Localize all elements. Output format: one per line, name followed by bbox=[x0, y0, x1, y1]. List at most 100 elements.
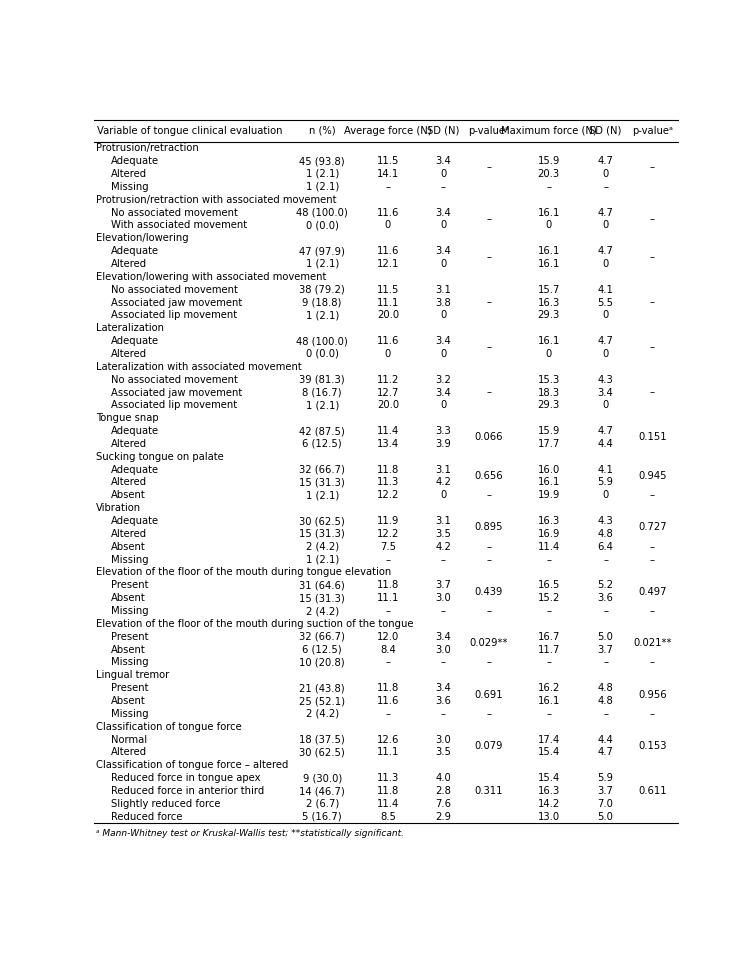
Text: 16.7: 16.7 bbox=[538, 632, 559, 642]
Text: 3.1: 3.1 bbox=[436, 285, 452, 294]
Text: 12.7: 12.7 bbox=[377, 388, 399, 398]
Text: 3.8: 3.8 bbox=[436, 297, 452, 308]
Text: 0: 0 bbox=[440, 220, 446, 231]
Text: 11.6: 11.6 bbox=[377, 207, 399, 217]
Text: 3.4: 3.4 bbox=[436, 683, 452, 693]
Text: 11.6: 11.6 bbox=[377, 696, 399, 706]
Text: 3.4: 3.4 bbox=[436, 388, 452, 398]
Text: 3.1: 3.1 bbox=[436, 464, 452, 475]
Text: 1 (2.1): 1 (2.1) bbox=[305, 169, 339, 179]
Text: 3.4: 3.4 bbox=[436, 156, 452, 166]
Text: 0.311: 0.311 bbox=[474, 786, 503, 796]
Text: 30 (62.5): 30 (62.5) bbox=[299, 516, 345, 526]
Text: 0.066: 0.066 bbox=[474, 432, 503, 443]
Text: –: – bbox=[546, 181, 551, 192]
Text: 4.4: 4.4 bbox=[598, 734, 614, 745]
Text: 38 (79.2): 38 (79.2) bbox=[299, 285, 345, 294]
Text: 32 (66.7): 32 (66.7) bbox=[299, 632, 345, 642]
Text: 4.7: 4.7 bbox=[598, 748, 614, 758]
Text: 13.4: 13.4 bbox=[377, 439, 399, 449]
Text: 16.5: 16.5 bbox=[538, 580, 559, 591]
Text: 4.7: 4.7 bbox=[598, 207, 614, 217]
Text: 1 (2.1): 1 (2.1) bbox=[305, 490, 339, 500]
Text: 20.0: 20.0 bbox=[377, 311, 399, 320]
Text: –: – bbox=[486, 253, 491, 262]
Text: 15 (31.3): 15 (31.3) bbox=[299, 593, 345, 603]
Text: –: – bbox=[603, 709, 608, 719]
Text: Altered: Altered bbox=[111, 259, 147, 269]
Text: –: – bbox=[486, 214, 491, 224]
Text: 0.021**: 0.021** bbox=[633, 638, 672, 648]
Text: –: – bbox=[650, 709, 654, 719]
Text: 16.1: 16.1 bbox=[538, 336, 559, 346]
Text: –: – bbox=[441, 709, 446, 719]
Text: SD (N): SD (N) bbox=[428, 125, 460, 136]
Text: –: – bbox=[385, 181, 391, 192]
Text: Altered: Altered bbox=[111, 529, 147, 538]
Text: 16.0: 16.0 bbox=[538, 464, 559, 475]
Text: Sucking tongue on palate: Sucking tongue on palate bbox=[96, 452, 224, 462]
Text: –: – bbox=[650, 657, 654, 668]
Text: p-valueᵃ: p-valueᵃ bbox=[632, 125, 673, 136]
Text: 0.727: 0.727 bbox=[638, 522, 667, 533]
Text: 4.3: 4.3 bbox=[598, 374, 614, 385]
Text: –: – bbox=[486, 490, 491, 500]
Text: 0: 0 bbox=[602, 259, 608, 269]
Text: –: – bbox=[650, 388, 654, 398]
Text: 16.3: 16.3 bbox=[538, 516, 559, 526]
Text: Lingual tremor: Lingual tremor bbox=[96, 671, 169, 680]
Text: –: – bbox=[385, 657, 391, 668]
Text: 11.3: 11.3 bbox=[377, 478, 399, 487]
Text: 2 (6.7): 2 (6.7) bbox=[305, 799, 339, 809]
Text: 11.8: 11.8 bbox=[377, 683, 399, 693]
Text: Missing: Missing bbox=[111, 181, 149, 192]
Text: 12.2: 12.2 bbox=[377, 490, 399, 500]
Text: –: – bbox=[650, 490, 654, 500]
Text: 0.895: 0.895 bbox=[474, 522, 503, 533]
Text: 11.6: 11.6 bbox=[377, 336, 399, 346]
Text: Altered: Altered bbox=[111, 169, 147, 179]
Text: 48 (100.0): 48 (100.0) bbox=[296, 207, 348, 217]
Text: 12.6: 12.6 bbox=[377, 734, 399, 745]
Text: 15.9: 15.9 bbox=[538, 427, 559, 436]
Text: 19.9: 19.9 bbox=[538, 490, 559, 500]
Text: Average force (N): Average force (N) bbox=[344, 125, 432, 136]
Text: 4.8: 4.8 bbox=[598, 683, 614, 693]
Text: –: – bbox=[603, 606, 608, 616]
Text: 0.656: 0.656 bbox=[474, 471, 503, 482]
Text: 3.5: 3.5 bbox=[436, 748, 452, 758]
Text: 0: 0 bbox=[440, 259, 446, 269]
Text: 20.0: 20.0 bbox=[377, 400, 399, 410]
Text: Adequate: Adequate bbox=[111, 156, 159, 166]
Text: With associated movement: With associated movement bbox=[111, 220, 247, 231]
Text: 17.4: 17.4 bbox=[538, 734, 559, 745]
Text: 6 (12.5): 6 (12.5) bbox=[302, 439, 342, 449]
Text: Lateralization: Lateralization bbox=[96, 323, 164, 333]
Text: 11.1: 11.1 bbox=[377, 297, 399, 308]
Text: 32 (66.7): 32 (66.7) bbox=[299, 464, 345, 475]
Text: 4.7: 4.7 bbox=[598, 427, 614, 436]
Text: Adequate: Adequate bbox=[111, 516, 159, 526]
Text: Associated lip movement: Associated lip movement bbox=[111, 400, 237, 410]
Text: –: – bbox=[486, 162, 491, 173]
Text: 15.4: 15.4 bbox=[538, 773, 559, 784]
Text: 8.5: 8.5 bbox=[380, 812, 396, 822]
Text: Present: Present bbox=[111, 683, 148, 693]
Text: 2 (4.2): 2 (4.2) bbox=[305, 709, 339, 719]
Text: 6.4: 6.4 bbox=[598, 541, 614, 552]
Text: –: – bbox=[385, 606, 391, 616]
Text: Missing: Missing bbox=[111, 606, 149, 616]
Text: 11.1: 11.1 bbox=[377, 748, 399, 758]
Text: 1 (2.1): 1 (2.1) bbox=[305, 311, 339, 320]
Text: 16.1: 16.1 bbox=[538, 478, 559, 487]
Text: 5.9: 5.9 bbox=[598, 478, 614, 487]
Text: 11.7: 11.7 bbox=[538, 645, 559, 654]
Text: 1 (2.1): 1 (2.1) bbox=[305, 400, 339, 410]
Text: 2 (4.2): 2 (4.2) bbox=[305, 541, 339, 552]
Text: Protrusion/retraction: Protrusion/retraction bbox=[96, 143, 199, 153]
Text: 5 (16.7): 5 (16.7) bbox=[302, 812, 342, 822]
Text: 3.2: 3.2 bbox=[436, 374, 452, 385]
Text: No associated movement: No associated movement bbox=[111, 285, 238, 294]
Text: 13.0: 13.0 bbox=[538, 812, 559, 822]
Text: Present: Present bbox=[111, 632, 148, 642]
